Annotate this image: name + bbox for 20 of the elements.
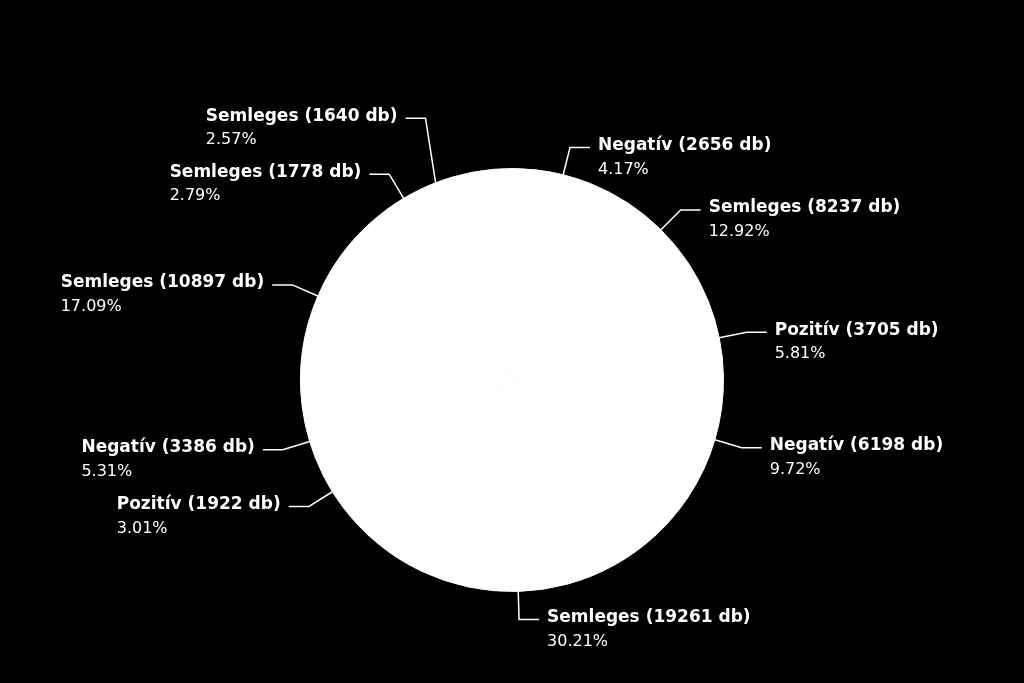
data-label: 12.92% <box>708 221 770 241</box>
data-label: 30.21% <box>547 630 609 650</box>
data-label: 5.31% <box>81 460 133 480</box>
data-label: 17.09% <box>60 296 122 316</box>
data-label: 2.57% <box>205 129 257 149</box>
data-label: 9.72% <box>769 458 821 478</box>
slice-label: Semleges (19261 db) <box>547 605 751 626</box>
data-label: 5.81% <box>774 343 826 363</box>
slice-label: Semleges (1640 db) <box>205 104 398 125</box>
data-label: 2.79% <box>169 185 221 205</box>
slice-label: Negatív (6198 db) <box>769 434 944 455</box>
slice-label: Negatív (2656 db) <box>597 134 772 155</box>
slice-label: Negatív (3386 db) <box>81 436 255 457</box>
slice-label: Semleges (10897 db) <box>60 271 265 292</box>
data-label: 4.17% <box>597 158 649 178</box>
slice-label: Pozitív (1922 db) <box>116 492 281 513</box>
slice-label: Semleges (8237 db) <box>708 196 901 217</box>
slice-label: Pozitív (3705 db) <box>774 318 939 339</box>
slice-label: Semleges (1778 db) <box>169 160 362 181</box>
data-label: 3.01% <box>116 517 168 537</box>
